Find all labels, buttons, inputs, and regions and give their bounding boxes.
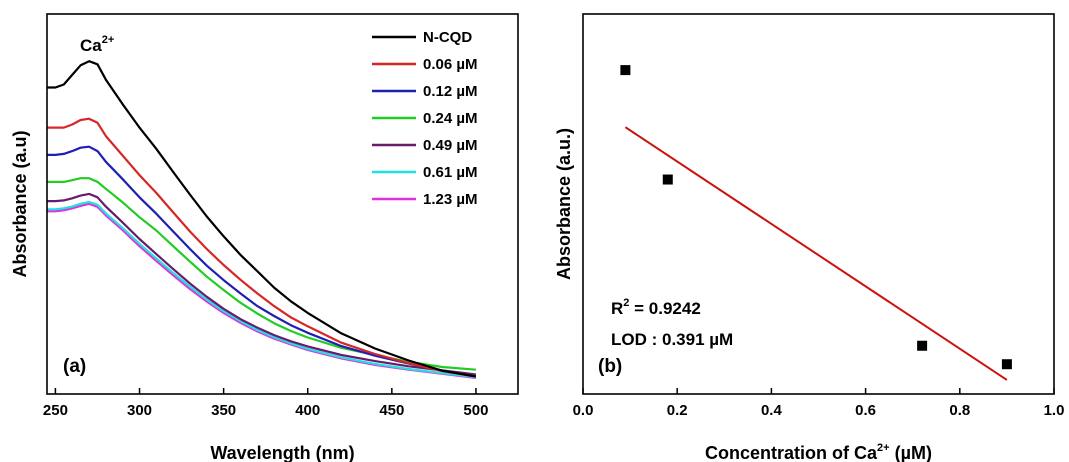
legend-label: N-CQD bbox=[423, 29, 472, 46]
x-axis-ticks-b: 0.0 0.2 0.4 0.6 0.8 1.0 bbox=[573, 388, 1065, 419]
plot-frame-a bbox=[46, 13, 519, 395]
legend-label: 0.12 µM bbox=[423, 83, 478, 100]
x-tick-label: 0.6 bbox=[855, 402, 876, 419]
legend-label: 0.49 µM bbox=[423, 137, 478, 154]
data-point bbox=[1001, 359, 1012, 370]
fit-line-b bbox=[624, 126, 1008, 381]
series-line-6 bbox=[47, 202, 477, 379]
x-axis-title-b: Concentration of Ca2+ (µM) bbox=[705, 442, 932, 462]
series-line-4 bbox=[47, 192, 477, 376]
data-point bbox=[662, 174, 673, 185]
legend-label: 0.61 µM bbox=[423, 164, 478, 181]
series-line-0 bbox=[47, 60, 477, 378]
legend-a: N-CQD 0.06 µM 0.12 µM 0.24 µM 0.49 µM 0.61 µM… bbox=[372, 29, 478, 208]
chart-panel-b: 0.0 0.2 0.4 0.6 0.8 1.0 Concentration of Ca2+… bbox=[554, 13, 1065, 462]
r-squared-value: = 0.9242 bbox=[629, 299, 700, 318]
y-axis-title-b: Absorbance (a.u.) bbox=[554, 128, 574, 280]
x-tick-label: 1.0 bbox=[1044, 402, 1065, 419]
x-tick-label: 450 bbox=[379, 402, 404, 419]
legend-label: 1.23 µM bbox=[423, 191, 478, 208]
plot-frame-b bbox=[582, 13, 1055, 395]
x-axis-title-a: Wavelength (nm) bbox=[210, 443, 354, 462]
r-squared-symbol: R bbox=[611, 299, 623, 318]
x-tick-label: 400 bbox=[295, 402, 320, 419]
x-axis-title-text: Concentration of Ca bbox=[705, 443, 878, 462]
x-axis-title-unit: (µM) bbox=[890, 443, 932, 462]
x-tick-label: 0.2 bbox=[667, 402, 688, 419]
series-lines-a bbox=[47, 60, 477, 379]
annotation-charge: 2+ bbox=[102, 34, 115, 46]
data-point bbox=[620, 65, 631, 76]
lod-label: LOD : 0.391 µM bbox=[611, 330, 733, 349]
chart-panel-a: 250 300 350 400 450 500 Wavelength (nm) Absor… bbox=[10, 13, 519, 462]
series-line-3 bbox=[47, 177, 476, 371]
x-tick-label: 350 bbox=[211, 402, 236, 419]
x-tick-label: 300 bbox=[127, 402, 152, 419]
data-point bbox=[917, 340, 928, 351]
x-tick-label: 0.8 bbox=[949, 402, 970, 419]
x-tick-label: 0.4 bbox=[761, 402, 783, 419]
peak-annotation-a: Ca2+ bbox=[80, 34, 114, 55]
x-axis-title-charge: 2+ bbox=[877, 442, 890, 454]
data-points-b bbox=[620, 65, 1012, 370]
x-tick-label: 500 bbox=[463, 402, 488, 419]
r-squared-exponent: 2 bbox=[623, 297, 629, 309]
annotation-ion: Ca bbox=[80, 36, 102, 55]
series-line-5 bbox=[47, 201, 477, 379]
x-axis-ticks-a: 250 300 350 400 450 500 bbox=[43, 388, 488, 419]
series-line-1 bbox=[47, 117, 477, 378]
y-axis-title-a: Absorbance (a.u) bbox=[10, 130, 30, 277]
x-tick-label: 0.0 bbox=[573, 402, 594, 419]
legend-label: 0.24 µM bbox=[423, 110, 478, 127]
panel-label-b: (b) bbox=[598, 356, 622, 377]
legend-label: 0.06 µM bbox=[423, 56, 478, 73]
r-squared-label: R2 = 0.9242 bbox=[611, 297, 701, 318]
x-tick-label: 250 bbox=[43, 402, 68, 419]
panel-label-a: (a) bbox=[63, 356, 86, 377]
series-line-2 bbox=[47, 145, 477, 378]
